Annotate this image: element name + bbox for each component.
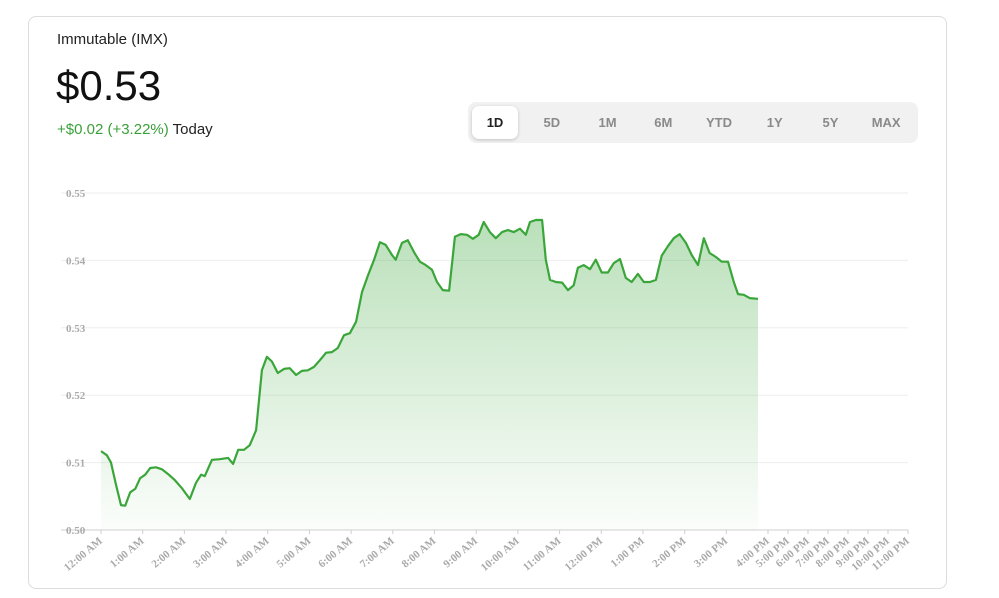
x-tick-label: 7:00 AM <box>358 535 397 571</box>
y-tick-label: 0.50 <box>66 525 86 537</box>
range-button[interactable]: MAX <box>871 115 901 130</box>
x-tick-label: 6:00 AM <box>316 535 355 571</box>
change: +$0.02 (+3.22%) Today <box>57 121 213 138</box>
x-tick-label: 3:00 PM <box>692 535 731 570</box>
x-tick-label: 9:00 AM <box>441 535 480 571</box>
y-tick-label: 0.52 <box>66 390 86 402</box>
y-tick-label: 0.54 <box>66 255 86 267</box>
x-tick-label: 1:00 PM <box>608 535 647 570</box>
y-tick-label: 0.51 <box>66 458 85 470</box>
range-button[interactable]: 5Y <box>822 115 839 130</box>
x-tick-label: 2:00 AM <box>149 535 188 571</box>
x-tick-label: 12:00 PM <box>563 535 606 574</box>
change-period: Today <box>172 121 213 138</box>
y-tick-label: 0.55 <box>66 188 86 200</box>
price-line <box>100 218 759 507</box>
x-tick-label: 2:00 PM <box>650 535 689 570</box>
change-amount: +$0.02 (+3.22%) <box>57 121 169 138</box>
asset-name: Immutable (IMX) <box>57 31 168 48</box>
x-tick-label: 12:00 AM <box>62 535 106 574</box>
range-selector: 1D 5D 1M 6M YTD 1Y 5Y MAX <box>468 102 918 143</box>
x-tick-label: 1:00 AM <box>108 535 147 571</box>
x-tick-label: 8:00 AM <box>400 535 439 571</box>
range-button[interactable]: 1M <box>598 115 617 130</box>
price: $0.53 <box>56 62 162 109</box>
range-button[interactable]: 1D <box>472 106 518 139</box>
x-tick-label: 10:00 AM <box>479 535 523 574</box>
x-tick-label: 4:00 AM <box>233 535 272 571</box>
range-button[interactable]: 6M <box>654 115 673 130</box>
range-button[interactable]: 5D <box>543 115 561 130</box>
area <box>101 220 758 530</box>
card <box>28 16 947 589</box>
x-tick-label: 11:00 AM <box>521 535 564 574</box>
x-tick-label: 5:00 AM <box>275 535 314 571</box>
y-tick-label: 0.53 <box>66 323 86 335</box>
range-button[interactable]: YTD <box>706 115 733 130</box>
range-button[interactable]: 1Y <box>766 115 783 130</box>
x-tick-label: 3:00 AM <box>191 535 230 571</box>
